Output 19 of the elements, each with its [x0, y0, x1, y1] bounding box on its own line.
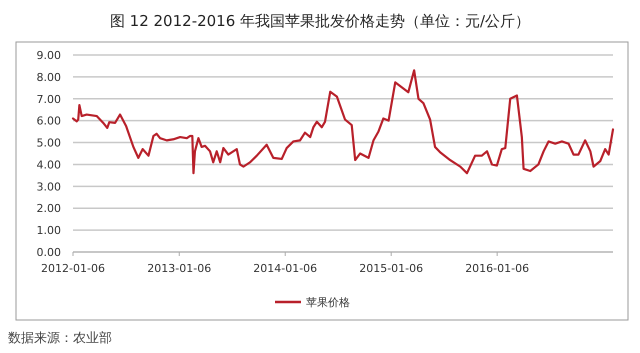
x-tick-label: 2015-01-06	[359, 262, 424, 275]
line-series	[72, 69, 614, 174]
x-tick-label: 2014-01-06	[253, 262, 318, 275]
y-tick-label: 2.00	[36, 202, 61, 216]
y-tick-label: 6.00	[36, 114, 61, 128]
y-tick-label: 9.00	[36, 49, 61, 62]
y-tick-label: 8.00	[36, 70, 61, 84]
source-note: 数据来源：农业部	[8, 331, 112, 346]
x-tick-label: 2016-01-06	[465, 262, 530, 275]
x-tick-label: 2012-01-06	[41, 262, 105, 275]
y-tick-label: 0.00	[36, 246, 61, 259]
y-tick-label: 5.00	[36, 136, 61, 150]
x-tick-label: 2013-01-06	[147, 262, 212, 275]
legend-label: 苹果价格	[306, 296, 350, 309]
y-tick-label: 3.00	[36, 180, 61, 194]
y-tick-label: 1.00	[36, 224, 61, 238]
chart-title: 图 12 2012-2016 年我国苹果批发价格走势（单位：元/公斤）	[110, 12, 530, 30]
y-tick-label: 7.00	[36, 92, 61, 106]
y-tick-label: 4.00	[36, 158, 61, 172]
